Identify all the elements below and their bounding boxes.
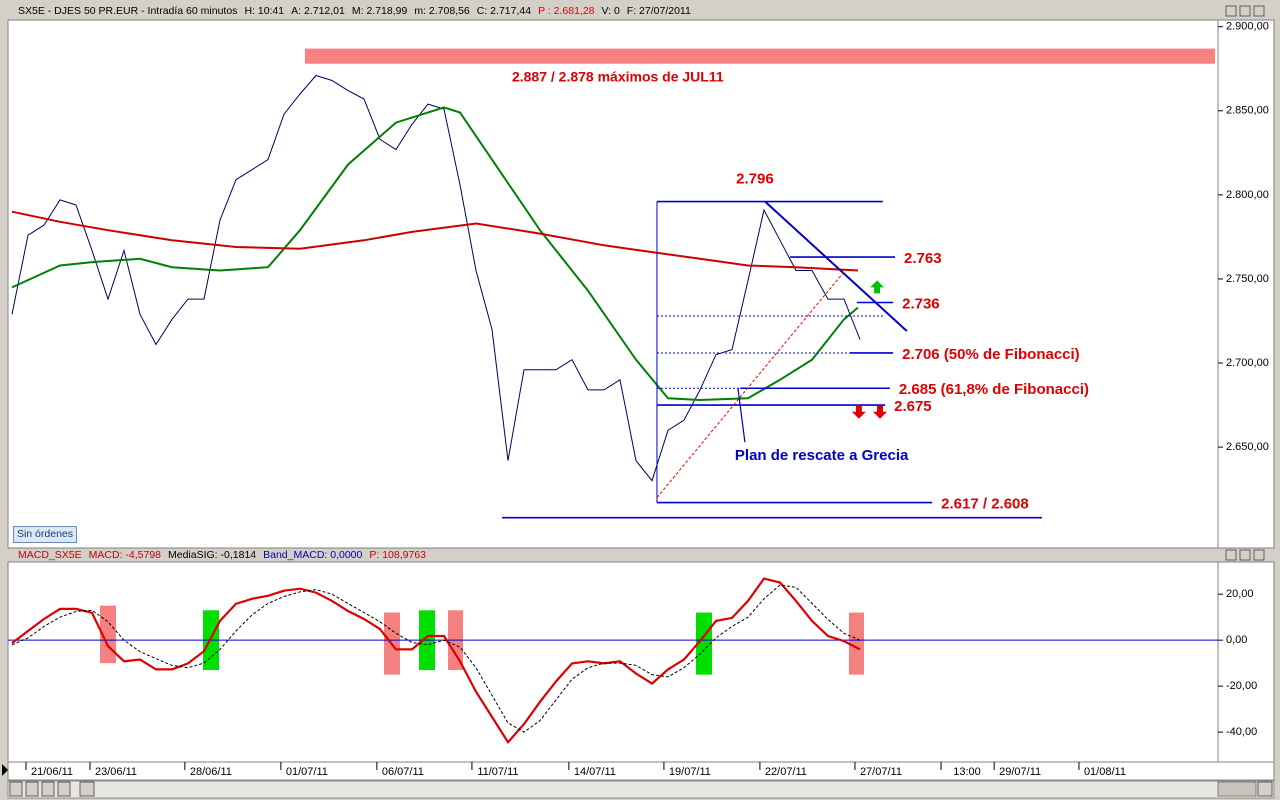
trend-line [656,270,846,498]
x-tick-label: 01/07/11 [286,766,328,778]
header-field: P: 108,9763 [369,549,426,561]
chart-header: SX5E - DJES 50 PR.EUR - Intradía 60 minu… [18,5,691,17]
minimize-button[interactable] [1225,5,1237,17]
level-label: 2.685 (61,8% de Fibonacci) [899,381,1089,398]
scroll-arrow [2,764,8,776]
orders-button[interactable]: Sin órdenes [13,526,77,543]
header-field: MACD_SX5E [18,549,82,561]
header-field: C: 2.717,44 [476,5,532,17]
x-tick-label: 28/06/11 [190,766,232,778]
macd-panel [7,561,1275,763]
level-label: 2.796 [736,171,774,188]
signal-arrow [873,405,887,419]
y-tick-label: -20,00 [1226,680,1257,692]
y-tick-label: 2.750,00 [1226,273,1269,285]
signal-arrow [870,280,885,294]
scroll-thumb[interactable] [1217,781,1257,797]
signal-zone [696,612,712,675]
level-label: 2.706 (50% de Fibonacci) [902,346,1080,363]
band-label: 2.887 / 2.878 máximos de JUL11 [512,68,724,84]
signal-zone [848,612,864,675]
minimize-button[interactable] [1225,549,1237,561]
y-tick-label: 0,00 [1226,634,1247,646]
level-label: 2.736 [902,295,940,312]
header-field: MediaSIG: -0,1814 [167,549,257,561]
y-tick-label: 2.800,00 [1226,189,1269,201]
trend-line [764,200,908,332]
close-button[interactable] [1253,549,1265,561]
series-line [11,210,859,272]
header-field: m: 2.708,56 [414,5,470,17]
time-axis [7,761,1275,781]
x-tick-label: 19/07/11 [669,766,711,778]
x-tick-label: 29/07/11 [999,766,1041,778]
x-tick-label: 27/07/11 [860,766,902,778]
level-label: 2.763 [904,250,942,267]
x-tick-label: 13:00 [953,766,981,778]
x-tick-label: 06/07/11 [382,766,424,778]
series-line [11,74,861,482]
x-tick-label: 23/06/11 [95,766,137,778]
header-field: V: 0 [601,5,620,17]
header-field: H: 10:41 [244,5,285,17]
series-line [11,584,861,733]
macd-header: MACD_SX5E MACD: -4,5798 MediaSIG: -0,1814 B… [18,549,426,561]
x-tick-label: 11/07/11 [477,766,518,778]
y-tick-label: 20,00 [1226,588,1254,600]
price-panel [7,19,1275,549]
header-field: F: 27/07/2011 [626,5,691,17]
level-label: 2.617 / 2.608 [941,496,1029,513]
annotation-label: Plan de rescate a Grecia [735,447,909,464]
scroll-track[interactable] [7,780,1275,799]
scroll-last[interactable] [57,781,71,797]
header-field: MACD: -4,5798 [88,549,161,561]
x-tick-label: 22/07/11 [765,766,807,778]
header-field: Band_MACD: 0,0000 [263,549,363,561]
y-tick-label: 2.650,00 [1226,441,1269,453]
y-tick-label: 2.850,00 [1226,105,1269,117]
window-buttons[interactable] [1225,5,1265,561]
header-field: P : 2.681,28 [538,5,595,17]
resistance-band [304,48,1216,64]
scrollbar[interactable] [7,780,1275,799]
scroll-right[interactable] [1257,781,1273,797]
annotation-pointer [737,388,746,443]
maximize-button[interactable] [1239,549,1251,561]
close-button[interactable] [1253,5,1265,17]
y-tick-label: -40,00 [1226,726,1257,738]
series-line [11,577,861,745]
y-tick-label: 2.900,00 [1226,21,1269,33]
series-line [11,106,859,402]
x-tick-label: 01/08/11 [1084,766,1126,778]
header-field: M: 2.718,99 [351,5,408,17]
x-tick-label: 21/06/11 [31,766,73,778]
header-field: A: 2.712,01 [291,5,345,17]
scroll-next[interactable] [41,781,55,797]
scroll-first[interactable] [9,781,23,797]
scroll-left[interactable] [79,781,95,797]
signal-arrow [851,405,866,419]
maximize-button[interactable] [1239,5,1251,17]
scroll-prev[interactable] [25,781,39,797]
x-tick-label: 14/07/11 [574,766,616,778]
header-field: SX5E - DJES 50 PR.EUR - Intradía 60 minu… [18,5,238,17]
level-label: 2.675 [894,398,932,415]
y-tick-label: 2.700,00 [1226,357,1269,369]
